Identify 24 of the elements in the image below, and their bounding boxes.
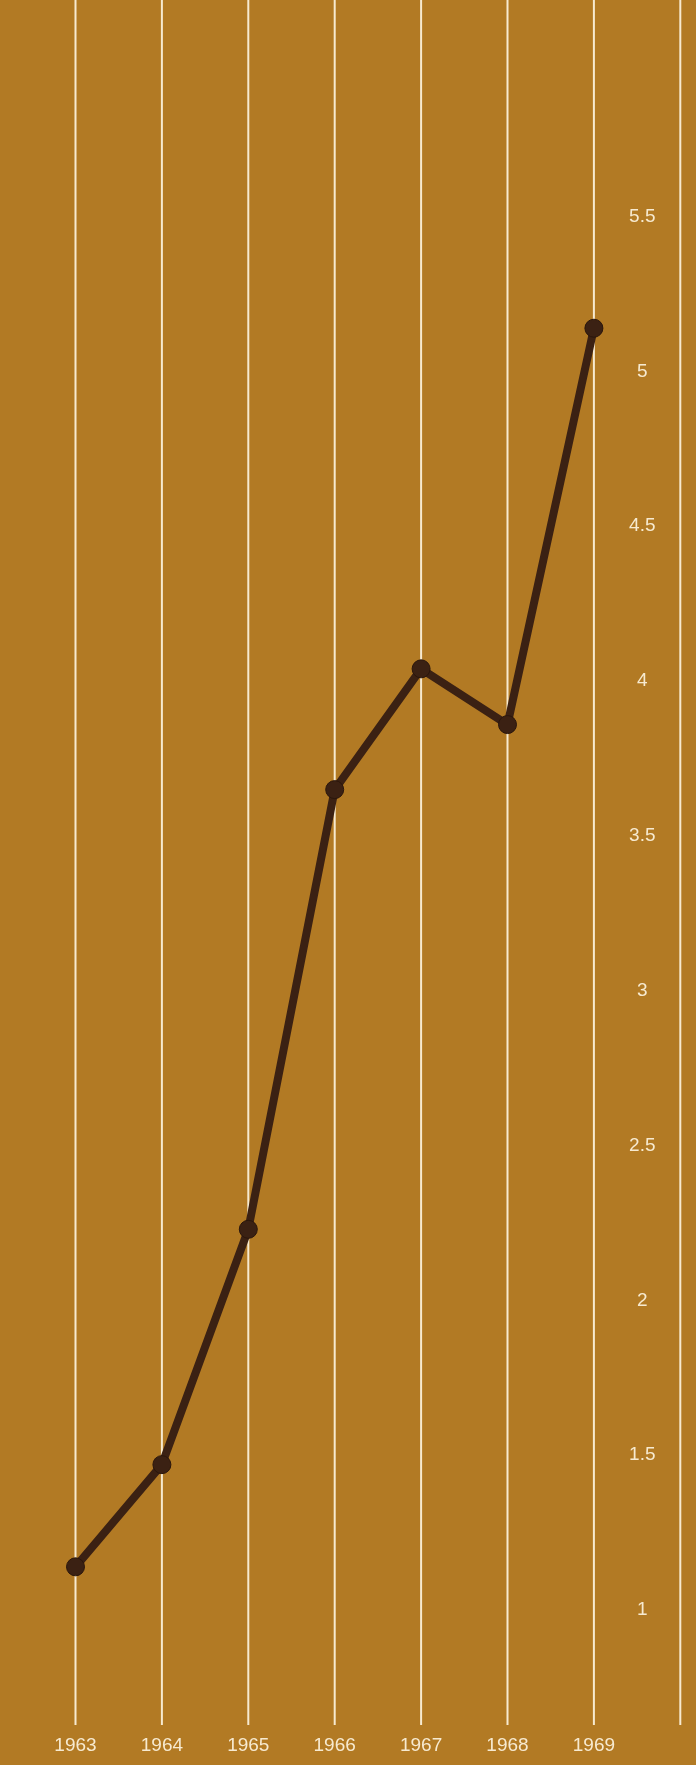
x-tick-label: 1966 (313, 1734, 356, 1755)
point (66, 1557, 85, 1577)
x-tick-label: 1963 (54, 1734, 97, 1755)
point (325, 780, 345, 800)
y-tick-label: 2 (636, 1288, 648, 1310)
y-tick-label: 1.5 (629, 1443, 656, 1465)
point (498, 715, 517, 735)
x-tick-label: 1965 (227, 1734, 270, 1755)
y-tick-label: 3 (636, 978, 648, 1000)
y-tick-label: 2.5 (629, 1133, 656, 1155)
y-tick-label: 1 (636, 1598, 648, 1620)
y-tick-label: 4 (636, 669, 648, 691)
y-tick-label: 5 (636, 359, 648, 381)
point (411, 659, 431, 679)
x-tick-label: 1969 (572, 1734, 616, 1755)
x-tick-label: 1967 (399, 1734, 443, 1755)
x-tick-label: 1964 (140, 1734, 184, 1755)
point (584, 318, 604, 338)
y-tick-label: 4.5 (629, 514, 656, 536)
point (152, 1455, 172, 1475)
point (238, 1219, 258, 1239)
y-tick-label: 5.5 (629, 204, 656, 226)
x-tick-label: 1968 (486, 1734, 529, 1755)
y-tick-label: 3.5 (629, 824, 656, 846)
